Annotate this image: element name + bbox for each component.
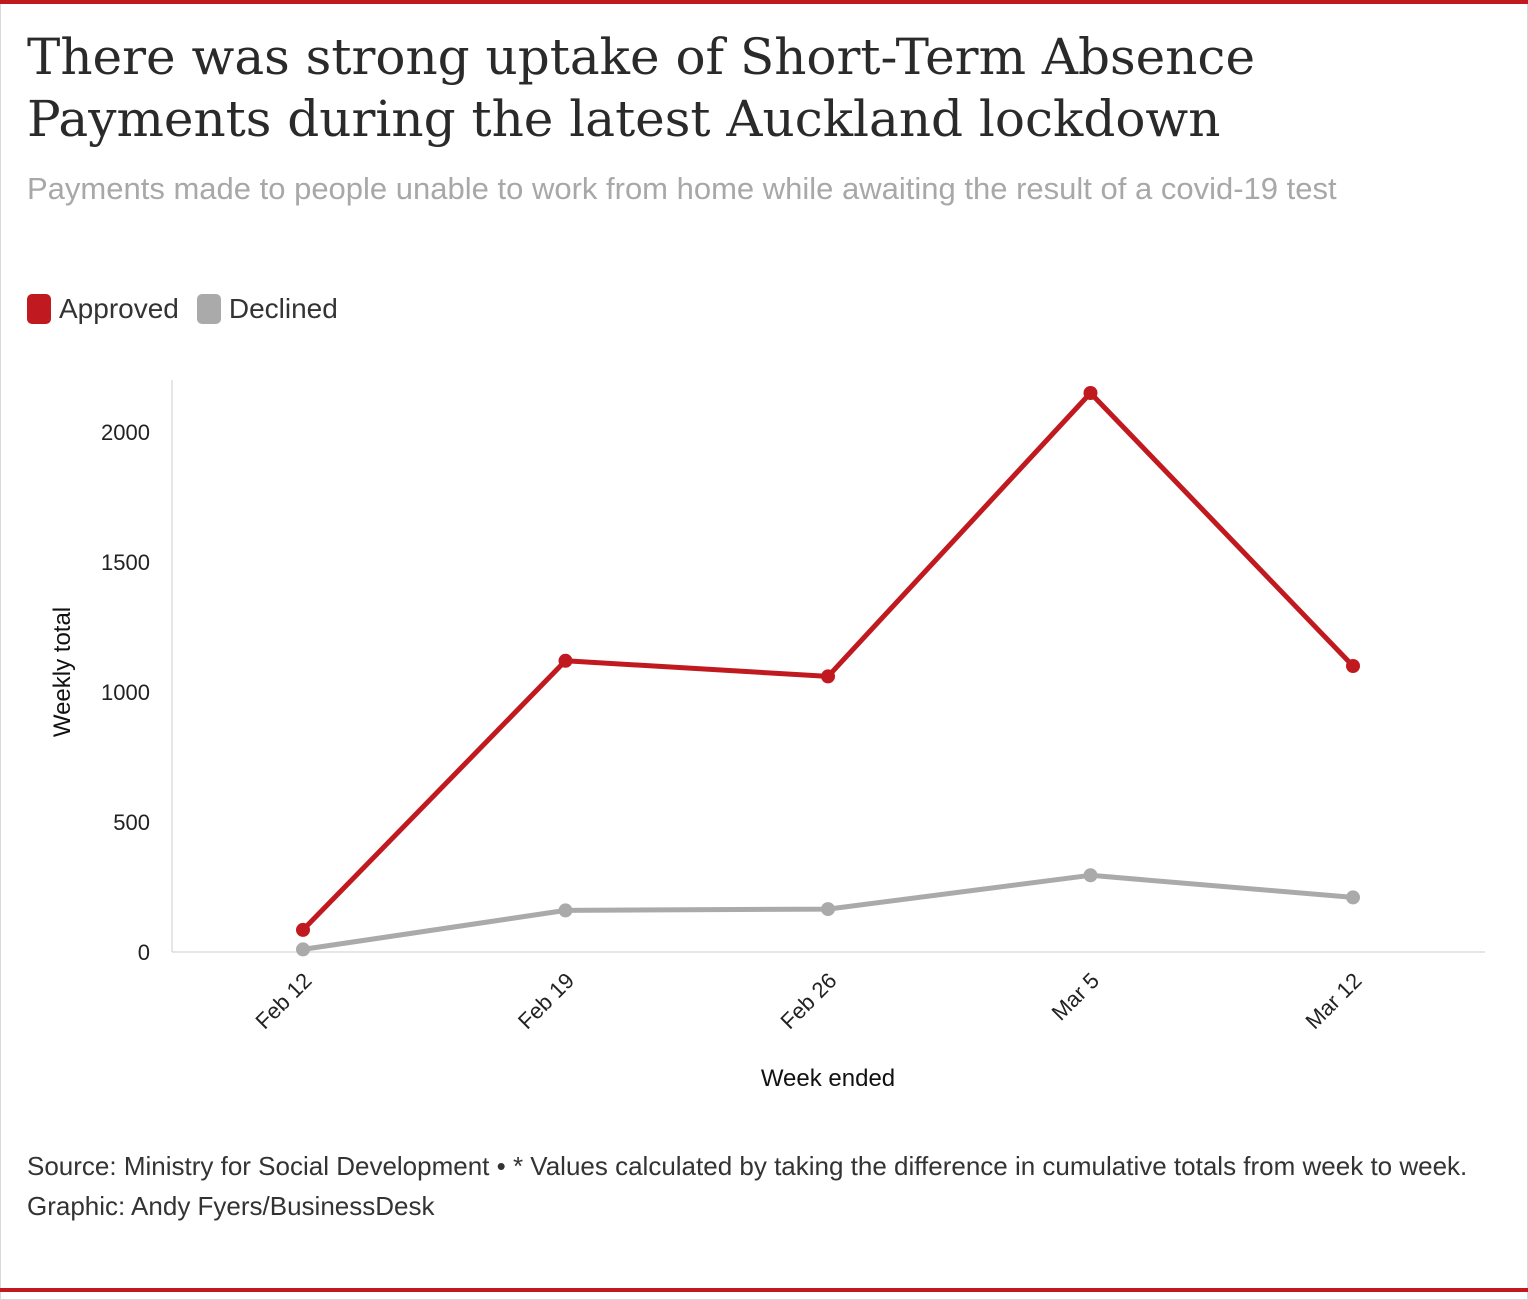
chart-title: There was strong uptake of Short-Term Ab… <box>27 28 1256 148</box>
chart-axes: 0 500 1000 1500 2000 Feb 12 Feb 19 Feb 26 Mar 5 M… <box>101 380 1485 1034</box>
legend-item-declined[interactable]: Declined <box>196 293 338 325</box>
graphic-credit: Graphic: Andy Fyers/BusinessDesk <box>27 1191 435 1221</box>
footer: Source: Ministry for Social Development … <box>27 1146 1507 1226</box>
y-tick-label: 500 <box>113 810 150 835</box>
x-tick-label: Feb 26 <box>775 968 841 1034</box>
x-tick-label: Mar 5 <box>1047 968 1104 1025</box>
x-tick-label: Feb 12 <box>250 968 316 1034</box>
source-note: Source: Ministry for Social Development … <box>27 1151 1468 1181</box>
data-point-declined <box>296 942 310 957</box>
series-line-approved <box>300 390 1356 933</box>
data-point-declined <box>558 903 573 918</box>
data-point-approved <box>296 922 310 937</box>
y-tick-label: 1000 <box>101 680 150 705</box>
legend-swatch-declined <box>196 294 221 324</box>
x-axis-label: Week ended <box>761 1065 895 1092</box>
data-point-approved <box>1346 659 1360 673</box>
chart-subtitle: Payments made to people unable to work f… <box>27 171 1337 206</box>
top-accent-rule <box>0 0 1528 4</box>
legend-label-approved: Approved <box>59 293 179 324</box>
data-point-approved <box>1083 386 1098 400</box>
y-axis-label: Weekly total <box>49 607 76 737</box>
data-point-declined <box>821 902 835 917</box>
data-point-declined <box>1346 890 1360 905</box>
chart-series <box>296 386 1360 957</box>
legend-label-declined: Declined <box>228 293 338 324</box>
y-tick-label: 1500 <box>101 550 150 575</box>
data-point-approved <box>558 653 573 668</box>
bottom-accent-rule <box>0 1288 1528 1292</box>
legend-item-approved[interactable]: Approved <box>27 293 179 325</box>
y-tick-label: 0 <box>138 940 150 965</box>
data-point-approved <box>821 669 835 684</box>
data-point-declined <box>1083 868 1098 883</box>
legend: Approved Declined <box>27 293 356 325</box>
y-tick-label: 2000 <box>101 420 150 445</box>
x-tick-label: Mar 12 <box>1300 968 1366 1034</box>
legend-swatch-approved <box>27 294 51 324</box>
x-tick-label: Feb 19 <box>513 968 579 1034</box>
line-chart: 0 500 1000 1500 2000 Feb 12 Feb 19 Feb 26 Mar 5 M… <box>49 380 1485 1092</box>
